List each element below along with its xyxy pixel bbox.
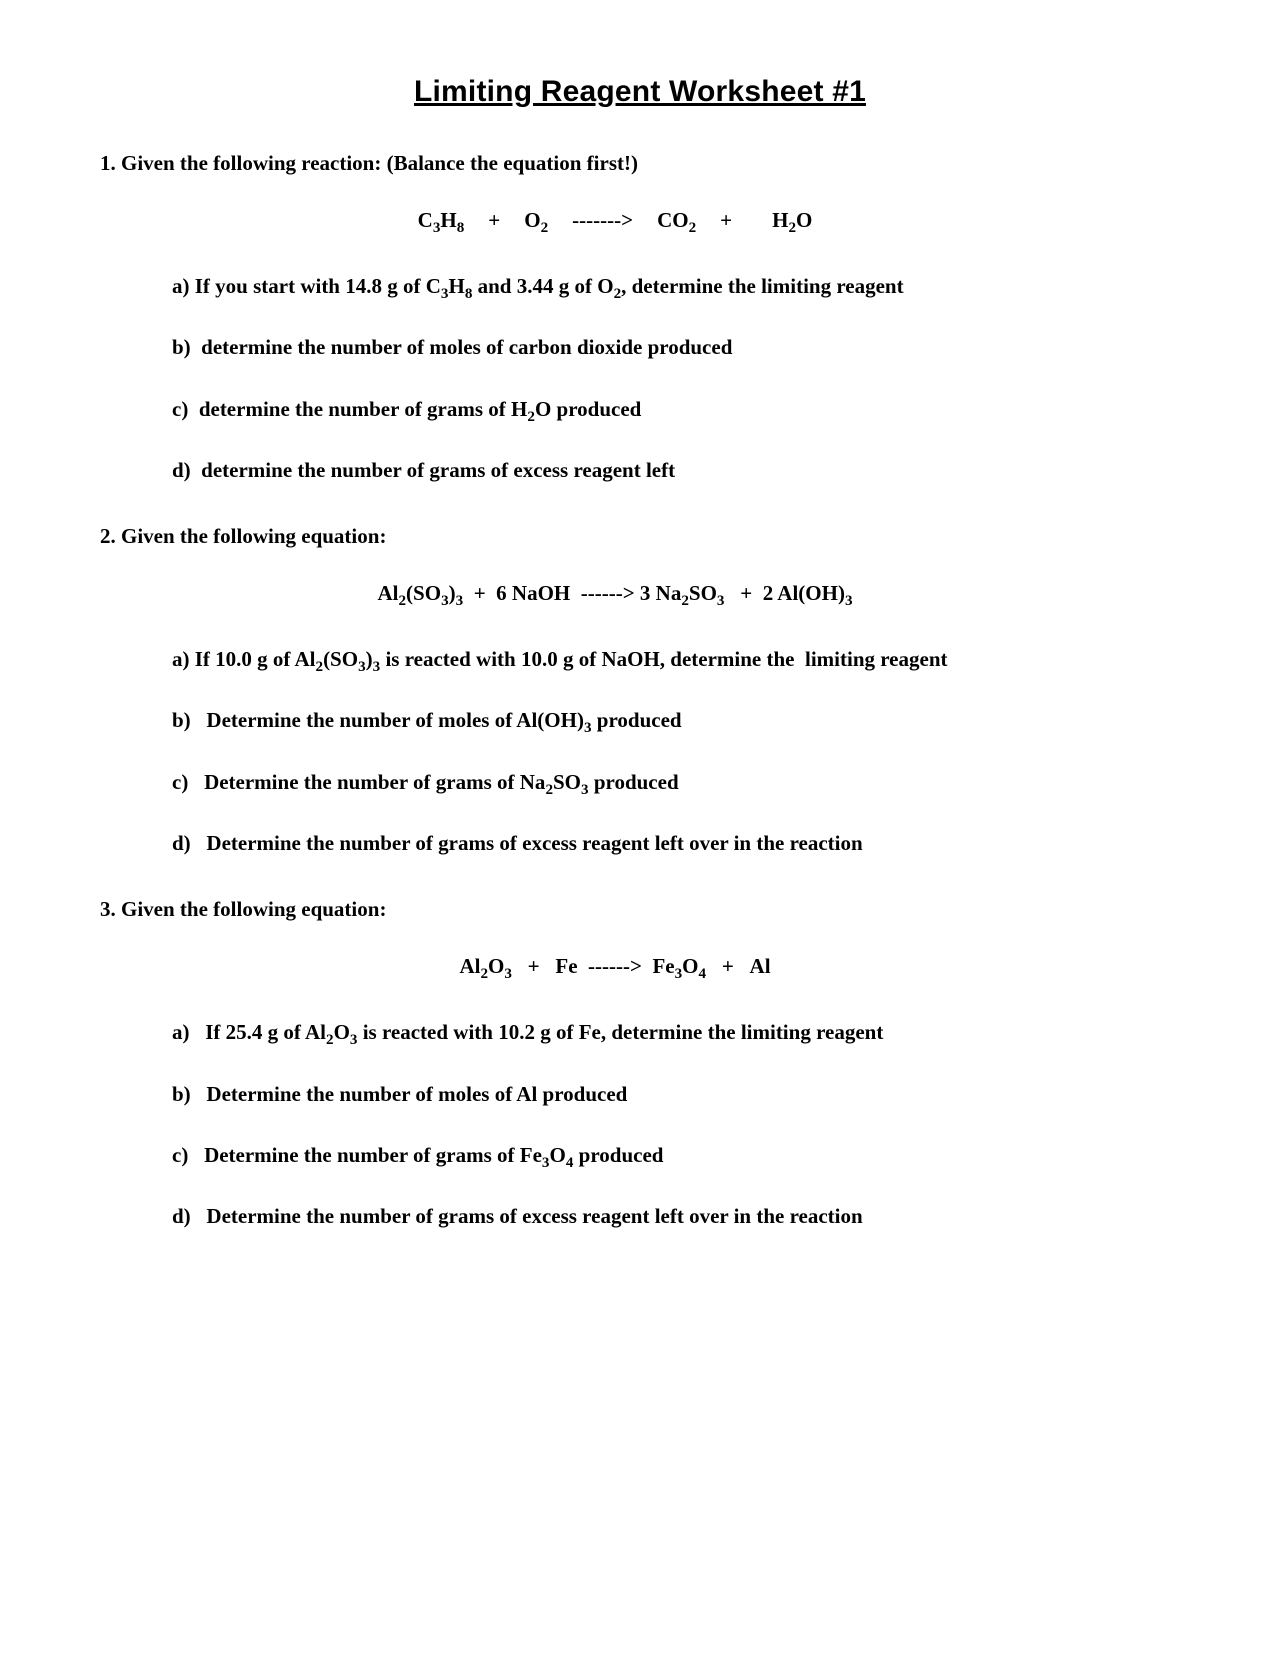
worksheet-page: Limiting Reagent Worksheet #1 1. Given t…: [0, 0, 1280, 1656]
sub-question: d) Determine the number of grams of exce…: [172, 1203, 1180, 1230]
page-title: Limiting Reagent Worksheet #1: [100, 75, 1180, 109]
problem-intro: 3. Given the following equation:: [100, 897, 1180, 922]
equation: Al2(SO3)3 + 6 NaOH ------> 3 Na2SO3 + 2 …: [50, 581, 1180, 606]
sub-question: a) If you start with 14.8 g of C3H8 and …: [172, 273, 1180, 300]
sub-question: c) Determine the number of grams of Na2S…: [172, 769, 1180, 796]
sub-question: a) If 10.0 g of Al2(SO3)3 is reacted wit…: [172, 646, 1180, 673]
problem-intro: 2. Given the following equation:: [100, 524, 1180, 549]
sub-question: b) determine the number of moles of carb…: [172, 334, 1180, 361]
sub-question: d) Determine the number of grams of exce…: [172, 830, 1180, 857]
problem-intro: 1. Given the following reaction: (Balanc…: [100, 151, 1180, 176]
sub-question: b) Determine the number of moles of Al p…: [172, 1081, 1180, 1108]
sub-question: d) determine the number of grams of exce…: [172, 457, 1180, 484]
sub-question: a) If 25.4 g of Al2O3 is reacted with 10…: [172, 1019, 1180, 1046]
sub-question: c) Determine the number of grams of Fe3O…: [172, 1142, 1180, 1169]
equation: C3H8+O2------->CO2+H2O: [50, 208, 1180, 233]
problems-container: 1. Given the following reaction: (Balanc…: [100, 151, 1180, 1231]
sub-question: c) determine the number of grams of H2O …: [172, 396, 1180, 423]
equation: Al2O3 + Fe ------> Fe3O4 + Al: [50, 954, 1180, 979]
sub-question: b) Determine the number of moles of Al(O…: [172, 707, 1180, 734]
